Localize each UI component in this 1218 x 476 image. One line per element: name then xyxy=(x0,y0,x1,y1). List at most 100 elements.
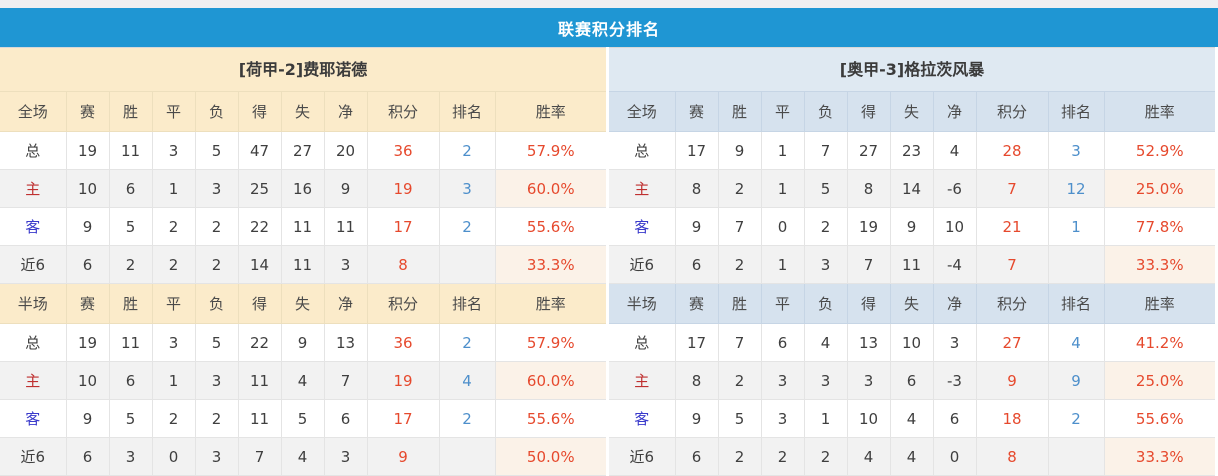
cell-stat: 7 xyxy=(323,361,368,400)
column-header: 得 xyxy=(846,283,891,324)
cell-stat: 4 xyxy=(803,323,848,362)
cell-rank: 2 xyxy=(438,207,496,246)
cell-stat: 3 xyxy=(803,361,848,400)
cell-stat: 0 xyxy=(151,437,196,476)
cell-winrate: 77.8% xyxy=(1103,207,1215,246)
row-label: 总 xyxy=(0,323,67,362)
page-title: 联赛积分排名 xyxy=(0,8,1218,47)
cell-rank xyxy=(438,437,496,476)
column-header: 赛 xyxy=(674,91,719,132)
stats-row: 近6 6 2 2 2 14 11 3 8 33.3% xyxy=(0,245,606,284)
cell-stat: 5 xyxy=(280,399,325,438)
team-table: [荷甲-2]费耶诺德 全场赛胜平负得失净积分 排名 胜率总 19 11 3 5 47 27 20 3… xyxy=(0,47,606,476)
row-label: 主 xyxy=(609,169,676,208)
cell-winrate: 60.0% xyxy=(494,361,606,400)
cell-stat: 3 xyxy=(323,245,368,284)
column-header: 失 xyxy=(889,283,934,324)
row-label: 近6 xyxy=(609,245,676,284)
cell-rank: 9 xyxy=(1047,361,1105,400)
cell-stat: 9 xyxy=(65,207,110,246)
column-header: 胜率 xyxy=(1103,91,1215,132)
cell-stat: 11 xyxy=(237,399,282,438)
cell-points: 8 xyxy=(975,437,1049,476)
cell-winrate: 33.3% xyxy=(494,245,606,284)
cell-rank: 2 xyxy=(1047,399,1105,438)
cell-stat: 9 xyxy=(717,131,762,170)
cell-points: 17 xyxy=(366,399,440,438)
cell-stat: 10 xyxy=(65,169,110,208)
cell-stat: 47 xyxy=(237,131,282,170)
cell-stat: -3 xyxy=(932,361,977,400)
cell-stat: 2 xyxy=(803,437,848,476)
cell-points: 19 xyxy=(366,169,440,208)
cell-stat: 13 xyxy=(323,323,368,362)
column-header: 平 xyxy=(151,283,196,324)
cell-stat: 7 xyxy=(237,437,282,476)
column-header: 排名 xyxy=(438,283,496,324)
cell-stat: 7 xyxy=(846,245,891,284)
stats-row: 客 9 7 0 2 19 9 10 21 1 77.8% xyxy=(609,207,1215,246)
cell-winrate: 52.9% xyxy=(1103,131,1215,170)
standings-tables: [荷甲-2]费耶诺德 全场赛胜平负得失净积分 排名 胜率总 19 11 3 5 47 27 20 3… xyxy=(0,47,1218,476)
cell-points: 9 xyxy=(366,437,440,476)
cell-stat: 1 xyxy=(760,169,805,208)
row-label: 近6 xyxy=(0,437,67,476)
column-header: 积分 xyxy=(975,91,1049,132)
cell-winrate: 55.6% xyxy=(494,207,606,246)
cell-stat: 5 xyxy=(108,207,153,246)
section-label: 全场 xyxy=(0,91,67,132)
cell-stat: 27 xyxy=(846,131,891,170)
cell-stat: -4 xyxy=(932,245,977,284)
column-header: 排名 xyxy=(1047,283,1105,324)
section-label: 半场 xyxy=(609,283,676,324)
cell-stat: 6 xyxy=(932,399,977,438)
column-header: 失 xyxy=(280,283,325,324)
cell-stat: 3 xyxy=(108,437,153,476)
cell-stat: 6 xyxy=(108,169,153,208)
cell-stat: 11 xyxy=(108,131,153,170)
cell-stat: 4 xyxy=(280,437,325,476)
row-label: 主 xyxy=(609,361,676,400)
row-label: 近6 xyxy=(0,245,67,284)
cell-stat: 27 xyxy=(280,131,325,170)
cell-stat: 4 xyxy=(889,437,934,476)
column-header: 负 xyxy=(194,91,239,132)
cell-stat: 5 xyxy=(194,323,239,362)
column-header: 负 xyxy=(194,283,239,324)
cell-stat: 14 xyxy=(237,245,282,284)
column-header: 排名 xyxy=(438,91,496,132)
row-label: 客 xyxy=(0,207,67,246)
cell-rank: 3 xyxy=(438,169,496,208)
cell-stat: 1 xyxy=(151,169,196,208)
cell-stat: 6 xyxy=(674,245,719,284)
cell-stat: 11 xyxy=(280,207,325,246)
cell-stat: 22 xyxy=(237,207,282,246)
cell-stat: 10 xyxy=(846,399,891,438)
column-header: 胜率 xyxy=(1103,283,1215,324)
cell-rank: 12 xyxy=(1047,169,1105,208)
cell-stat: 25 xyxy=(237,169,282,208)
cell-stat: 2 xyxy=(194,245,239,284)
cell-stat: 7 xyxy=(803,131,848,170)
column-header: 胜率 xyxy=(494,283,606,324)
cell-stat: 11 xyxy=(323,207,368,246)
cell-stat: 22 xyxy=(237,323,282,362)
stats-row: 总 17 9 1 7 27 23 4 28 3 52.9% xyxy=(609,131,1215,170)
cell-winrate: 60.0% xyxy=(494,169,606,208)
cell-stat: 5 xyxy=(803,169,848,208)
column-header-row: 全场赛胜平负得失净积分 排名 胜率 xyxy=(609,91,1215,132)
cell-stat: 9 xyxy=(889,207,934,246)
cell-stat: 6 xyxy=(323,399,368,438)
team-table: [奥甲-3]格拉茨风暴 全场赛胜平负得失净积分 排名 胜率总 17 9 1 7 27 23 4 28… xyxy=(609,47,1215,476)
row-label: 主 xyxy=(0,361,67,400)
cell-points: 8 xyxy=(366,245,440,284)
cell-stat: 3 xyxy=(323,437,368,476)
cell-stat: 2 xyxy=(194,399,239,438)
column-header: 净 xyxy=(932,91,977,132)
cell-stat: 23 xyxy=(889,131,934,170)
cell-stat: 4 xyxy=(932,131,977,170)
cell-stat: 20 xyxy=(323,131,368,170)
column-header: 排名 xyxy=(1047,91,1105,132)
cell-stat: 8 xyxy=(674,361,719,400)
column-header: 得 xyxy=(237,91,282,132)
